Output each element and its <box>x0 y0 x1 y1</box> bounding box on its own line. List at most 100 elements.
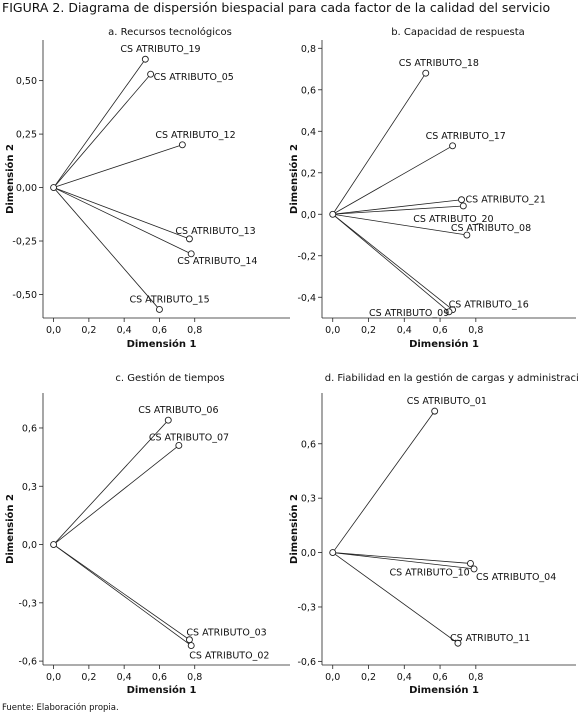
point-label: CS ATRIBUTO_12 <box>155 130 235 141</box>
vector-line <box>332 552 475 570</box>
y-axis-label: Dimensión 2 <box>4 494 16 564</box>
y-tick-label: -0,2 <box>297 251 316 262</box>
y-tick-label: 0,4 <box>301 127 316 138</box>
vector-line <box>332 213 453 311</box>
x-tick-label: 0,4 <box>117 325 132 336</box>
vector-line <box>53 187 190 240</box>
point-label: CS ATRIBUTO_21 <box>466 195 546 206</box>
vector-line <box>332 213 467 236</box>
x-tick-label: 0,4 <box>397 325 412 336</box>
y-tick-label: 0,00 <box>16 183 37 194</box>
y-tick-label: -0,50 <box>12 290 37 301</box>
origin-point <box>329 549 337 557</box>
panel-title: b. Capacidad de respuesta <box>391 27 525 38</box>
data-point <box>470 565 478 573</box>
x-tick-label: 0,6 <box>152 325 167 336</box>
vector-line <box>53 419 169 545</box>
point-label: CS ATRIBUTO_20 <box>413 214 493 225</box>
point-label: CS ATRIBUTO_17 <box>426 131 506 142</box>
x-axis-label: Dimensión 1 <box>127 338 197 350</box>
vector-line <box>53 144 183 188</box>
figure-title: FIGURA 2. Diagrama de dispersión biespac… <box>2 0 551 15</box>
panel-b: b. Capacidad de respuesta 0,0 0,2 0,4 0,6 0,8… <box>288 27 576 350</box>
point-label: CS ATRIBUTO_04 <box>476 572 556 583</box>
data-point <box>187 642 195 650</box>
y-tick-label: -0,6 <box>18 657 37 668</box>
point-label: CS ATRIBUTO_14 <box>177 256 257 267</box>
y-tick-label: 0,25 <box>16 130 37 141</box>
source-note: Fuente: Elaboración propia. <box>2 703 119 713</box>
x-tick-label: 0,6 <box>433 672 448 683</box>
point-label: CS ATRIBUTO_10 <box>389 567 469 578</box>
data-point <box>463 231 471 239</box>
x-tick-label: 0,4 <box>117 672 132 683</box>
y-tick-label: 0,3 <box>301 494 316 505</box>
y-tick-label: -0,25 <box>12 237 37 248</box>
y-axis-label: Dimensión 2 <box>288 494 300 564</box>
y-tick-label: 0,6 <box>301 85 316 96</box>
panel-c: c. Gestión de tiempos 0,0 0,2 0,4 0,6 0,8 0,6 0… <box>4 372 290 696</box>
y-tick-label: 0,8 <box>301 44 316 55</box>
vector-line <box>53 544 190 641</box>
point-label: CS ATRIBUTO_06 <box>138 405 218 416</box>
vector-line <box>53 187 160 310</box>
x-tick-label: 0,2 <box>361 325 376 336</box>
y-tick-label: -0,4 <box>297 293 316 304</box>
point-label: CS ATRIBUTO_01 <box>407 396 487 407</box>
vector-line <box>53 544 192 646</box>
data-point <box>431 407 439 415</box>
data-point <box>141 55 149 63</box>
y-axis-label: Dimensión 2 <box>4 144 16 214</box>
data-point <box>458 196 465 204</box>
vector-line <box>332 410 436 553</box>
y-tick-label: 0,50 <box>16 76 37 87</box>
x-tick-label: 0,2 <box>361 672 376 683</box>
data-point <box>445 308 453 316</box>
data-point <box>185 235 193 243</box>
data-point <box>467 560 474 567</box>
vector-line <box>332 205 464 215</box>
point-label: CS ATRIBUTO_02 <box>189 651 269 662</box>
point-label: CS ATRIBUTO_08 <box>451 223 531 234</box>
vector-line <box>332 199 462 215</box>
point-label: CS ATRIBUTO_16 <box>449 300 529 311</box>
point-label: CS ATRIBUTO_19 <box>120 44 200 55</box>
point-label: CS ATRIBUTO_09 <box>369 308 449 319</box>
x-axis-label: Dimensión 1 <box>409 684 479 696</box>
point-label: CS ATRIBUTO_15 <box>129 294 209 305</box>
x-tick-label: 0,6 <box>152 672 167 683</box>
point-label: CS ATRIBUTO_05 <box>154 72 234 83</box>
origin-point <box>50 541 58 548</box>
point-label: CS ATRIBUTO_07 <box>149 432 229 443</box>
x-axis-label: Dimensión 1 <box>409 338 479 350</box>
point-label: CS ATRIBUTO_11 <box>450 633 530 644</box>
x-tick-label: 0,8 <box>468 672 483 683</box>
panel-title: d. Fiabilidad en la gestión de cargas y … <box>325 372 579 384</box>
panel-title: c. Gestión de tiempos <box>115 372 224 384</box>
panel-a: a. Recursos tecnológicos 0,0 0,2 0,4 0,6 0,8 0… <box>4 26 290 350</box>
x-tick-label: 0,8 <box>187 672 202 683</box>
y-tick-label: 0,0 <box>301 548 316 559</box>
data-point <box>459 202 467 210</box>
x-tick-label: 0,2 <box>81 325 96 336</box>
vector-line <box>332 72 427 215</box>
y-tick-label: 0,3 <box>22 482 37 493</box>
vector-line <box>332 552 471 564</box>
y-tick-label: 0,2 <box>301 168 316 179</box>
data-point <box>164 416 172 424</box>
panel-d: d. Fiabilidad en la gestión de cargas y … <box>288 372 579 696</box>
y-tick-label: 0,6 <box>301 439 316 450</box>
x-tick-label: 0,0 <box>46 672 61 683</box>
x-axis-label: Dimensión 1 <box>127 684 197 696</box>
y-tick-label: -0,6 <box>297 657 316 668</box>
vector-line <box>53 59 146 188</box>
y-tick-label: -0,3 <box>18 598 37 609</box>
y-axis-label: Dimensión 2 <box>288 144 300 214</box>
x-tick-label: 0,0 <box>325 325 340 336</box>
x-tick-label: 0,6 <box>433 325 448 336</box>
y-tick-label: 0,0 <box>22 540 37 551</box>
data-point <box>454 639 462 647</box>
y-tick-label: 0,0 <box>301 210 316 221</box>
data-point <box>422 69 430 77</box>
